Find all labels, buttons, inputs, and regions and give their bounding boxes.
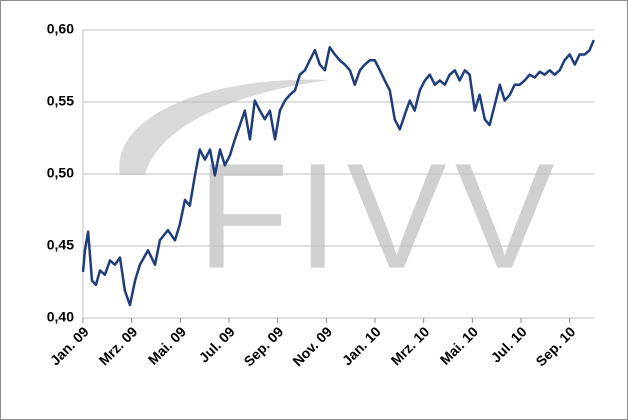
watermark-swoosh xyxy=(119,79,330,175)
y-tick-label: 0,50 xyxy=(47,165,74,181)
y-tick-label: 0,40 xyxy=(47,309,74,325)
line xyxy=(81,39,595,307)
watermark: FIVV xyxy=(197,132,562,300)
y-tick-label: 0,45 xyxy=(47,237,74,253)
y-tick-label: 0,55 xyxy=(47,93,74,109)
y-tick-label: 0,60 xyxy=(47,21,74,37)
